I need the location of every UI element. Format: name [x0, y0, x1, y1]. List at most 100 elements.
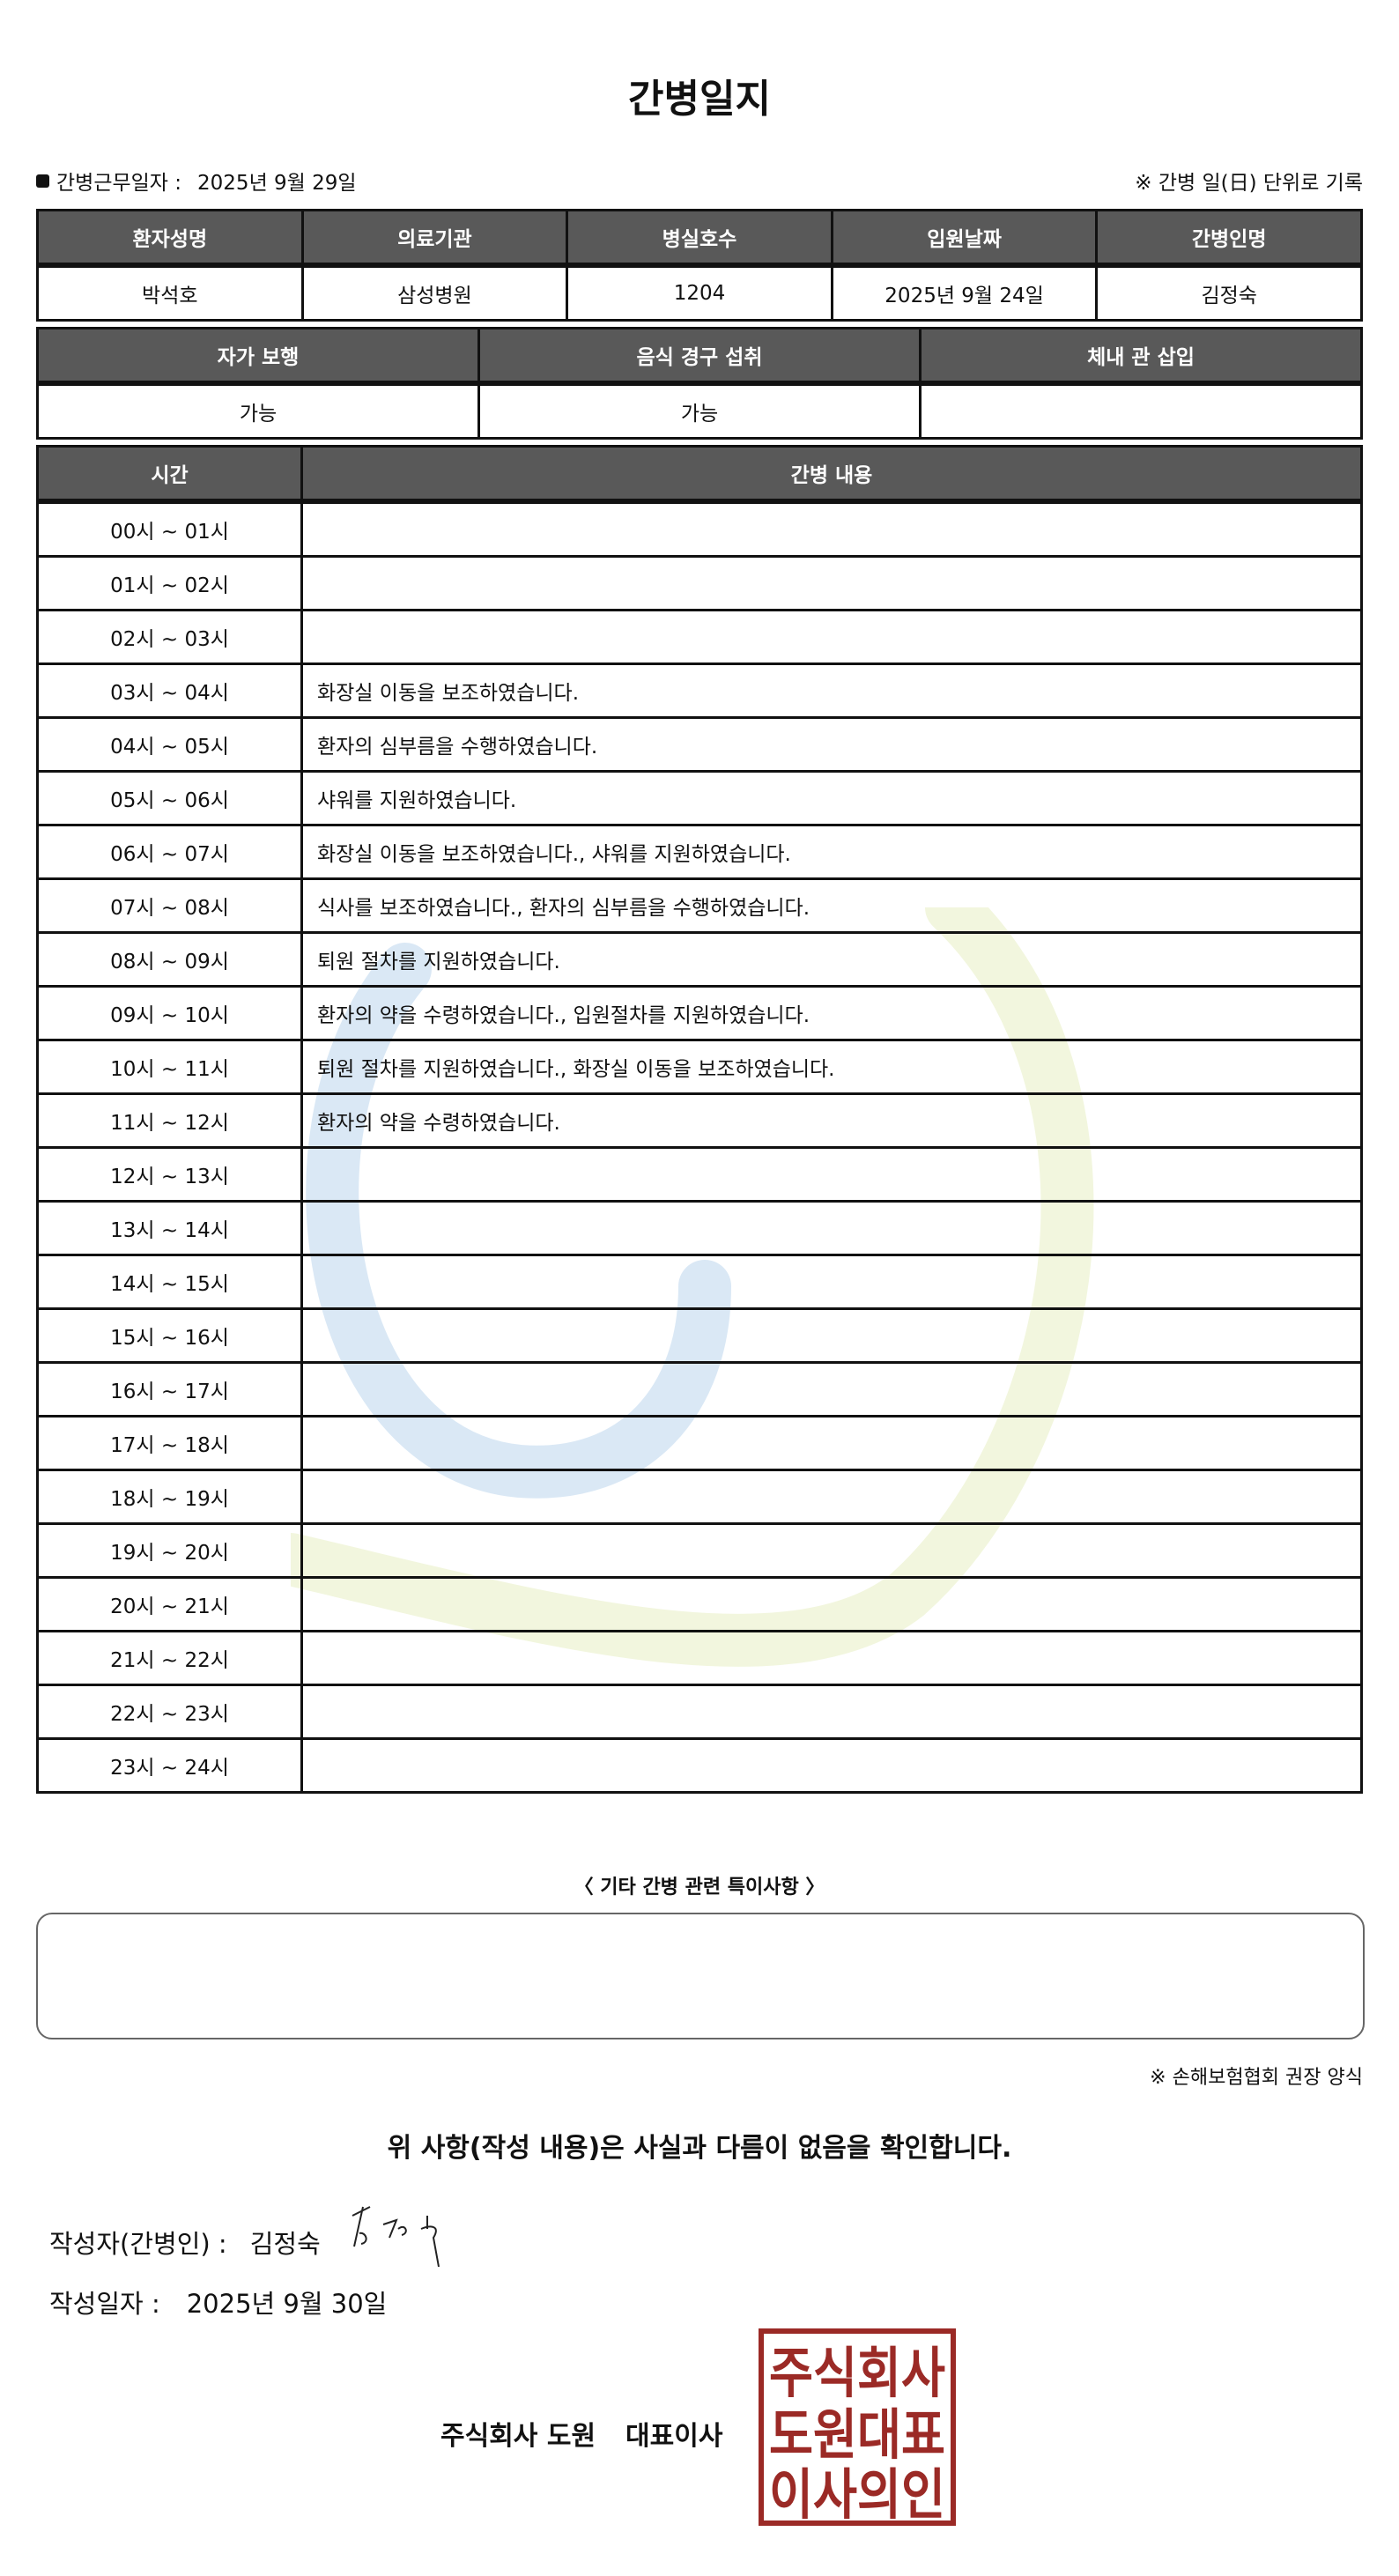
room-number: 1204: [566, 263, 833, 322]
tube-value: [919, 381, 1363, 440]
patient-name: 박석호: [36, 263, 304, 322]
table-row: 13시 ~ 14시: [36, 1200, 1363, 1256]
work-date-value: 2025년 9월 29일: [197, 172, 357, 195]
write-date-label: 작성일자 :: [49, 2289, 160, 2319]
time-cell: 14시 ~ 15시: [36, 1254, 303, 1310]
content-cell: [300, 1630, 1363, 1686]
special-notes-label: 〈 기타 간병 관련 특이사항 〉: [574, 1876, 825, 1899]
content-cell: 화장실 이동을 보조하였습니다., 샤워를 지원하였습니다.: [300, 824, 1363, 880]
content-cell: 환자의 심부름을 수행하였습니다.: [300, 716, 1363, 773]
table-row: 12시 ~ 13시: [36, 1146, 1363, 1203]
time-cell: 06시 ~ 07시: [36, 824, 303, 880]
bullet-square-icon: [36, 174, 49, 188]
caregiver-name: 김정숙: [1095, 263, 1363, 322]
work-date-label: 간병근무일자 :: [56, 172, 182, 195]
header-tube: 체내 관 삽입: [919, 327, 1363, 386]
patient-status-table: 자가 보행 음식 경구 섭취 체내 관 삽입 가능 가능: [36, 327, 1363, 440]
header-walking: 자가 보행: [36, 327, 480, 386]
unit-note: ※ 간병 일(日) 단위로 기록: [1135, 172, 1363, 195]
table-row: 21시 ~ 22시: [36, 1630, 1363, 1686]
header-admission-date: 입원날짜: [830, 209, 1099, 268]
content-cell: [300, 1737, 1363, 1794]
content-cell: [300, 1146, 1363, 1203]
table-row: 06시 ~ 07시 화장실 이동을 보조하였습니다., 샤워를 지원하였습니다.: [36, 824, 1363, 880]
table-row: 19시 ~ 20시: [36, 1522, 1363, 1579]
header-patient-name: 환자성명: [36, 209, 304, 268]
table-row: 20시 ~ 21시: [36, 1576, 1363, 1632]
time-cell: 05시 ~ 06시: [36, 770, 303, 826]
table-row: 05시 ~ 06시 샤워를 지원하였습니다.: [36, 770, 1363, 826]
time-cell: 12시 ~ 13시: [36, 1146, 303, 1203]
header-content: 간병 내용: [300, 445, 1363, 504]
time-cell: 01시 ~ 02시: [36, 555, 303, 611]
svg-text:이사의인: 이사의인: [769, 2462, 945, 2526]
content-cell: [300, 555, 1363, 611]
time-cell: 10시 ~ 11시: [36, 1039, 303, 1095]
table-row: 14시 ~ 15시: [36, 1254, 1363, 1310]
time-cell: 23시 ~ 24시: [36, 1737, 303, 1794]
table-row: 16시 ~ 17시: [36, 1361, 1363, 1418]
write-date-line: 작성일자 : 2025년 9월 30일: [49, 2284, 387, 2321]
form-note: ※ 손해보험협회 권장 양식: [1150, 2067, 1363, 2089]
time-cell: 20시 ~ 21시: [36, 1576, 303, 1632]
header-time: 시간: [36, 445, 303, 504]
time-cell: 03시 ~ 04시: [36, 663, 303, 719]
table-row: 18시 ~ 19시: [36, 1469, 1363, 1525]
header-caregiver: 간병인명: [1095, 209, 1363, 268]
content-cell: [300, 1415, 1363, 1471]
table-row: 23시 ~ 24시: [36, 1737, 1363, 1794]
author-name: 김정숙: [249, 2229, 321, 2259]
special-notes-box: [36, 1913, 1365, 2039]
company-name: 주식회사 도원: [440, 2421, 596, 2452]
table-row: 03시 ~ 04시 화장실 이동을 보조하였습니다.: [36, 663, 1363, 719]
content-cell: [300, 1684, 1363, 1740]
company-seal-stamp: 주식회사 도원대표 이사의인: [759, 2328, 956, 2526]
content-cell: [300, 500, 1363, 558]
write-date-value: 2025년 9월 30일: [186, 2289, 388, 2319]
content-cell: 환자의 약을 수령하였습니다., 입원절차를 지원하였습니다.: [300, 985, 1363, 1041]
content-cell: [300, 1200, 1363, 1256]
page-title: 간병일지: [628, 77, 771, 122]
hospital: 삼성병원: [300, 263, 569, 322]
content-cell: [300, 1361, 1363, 1418]
table-row: 00시 ~ 01시: [36, 500, 1363, 558]
time-cell: 15시 ~ 16시: [36, 1307, 303, 1364]
time-cell: 08시 ~ 09시: [36, 931, 303, 988]
company-line: 주식회사 도원 대표이사: [440, 2414, 722, 2453]
table-row: 22시 ~ 23시: [36, 1684, 1363, 1740]
oral-intake-value: 가능: [477, 381, 922, 440]
patient-info-table: 환자성명 의료기관 병실호수 입원날짜 간병인명 박석호 삼성병원 1204 2…: [36, 209, 1363, 322]
content-cell: [300, 1469, 1363, 1525]
walking-value: 가능: [36, 381, 480, 440]
time-cell: 07시 ~ 08시: [36, 877, 303, 934]
table-row: 15시 ~ 16시: [36, 1307, 1363, 1364]
time-cell: 02시 ~ 03시: [36, 609, 303, 665]
time-cell: 19시 ~ 20시: [36, 1522, 303, 1579]
table-row: 07시 ~ 08시 식사를 보조하였습니다., 환자의 심부름을 수행하였습니다.: [36, 877, 1363, 934]
time-cell: 21시 ~ 22시: [36, 1630, 303, 1686]
table-row: 17시 ~ 18시: [36, 1415, 1363, 1471]
table-row: 01시 ~ 02시: [36, 555, 1363, 611]
table-row: 04시 ~ 05시 환자의 심부름을 수행하였습니다.: [36, 716, 1363, 773]
company-title: 대표이사: [625, 2421, 723, 2452]
table-row: 11시 ~ 12시 환자의 약을 수령하였습니다.: [36, 1092, 1363, 1149]
content-cell: [300, 609, 1363, 665]
table-row: 10시 ~ 11시 퇴원 절차를 지원하였습니다., 화장실 이동을 보조하였습니…: [36, 1039, 1363, 1095]
time-cell: 22시 ~ 23시: [36, 1684, 303, 1740]
time-cell: 13시 ~ 14시: [36, 1200, 303, 1256]
work-date: 간병근무일자 : 2025년 9월 29일: [36, 166, 357, 196]
content-cell: [300, 1307, 1363, 1364]
time-cell: 04시 ~ 05시: [36, 716, 303, 773]
time-cell: 18시 ~ 19시: [36, 1469, 303, 1525]
content-cell: 식사를 보조하였습니다., 환자의 심부름을 수행하였습니다.: [300, 877, 1363, 934]
content-cell: 환자의 약을 수령하였습니다.: [300, 1092, 1363, 1149]
admission-date: 2025년 9월 24일: [830, 263, 1099, 322]
content-cell: 화장실 이동을 보조하였습니다.: [300, 663, 1363, 719]
time-cell: 17시 ~ 18시: [36, 1415, 303, 1471]
signature: [352, 2206, 440, 2268]
header-hospital: 의료기관: [300, 209, 569, 268]
time-cell: 16시 ~ 17시: [36, 1361, 303, 1418]
author-line: 작성자(간병인) : 김정숙: [49, 2206, 485, 2269]
content-cell: [300, 1576, 1363, 1632]
content-cell: [300, 1522, 1363, 1579]
